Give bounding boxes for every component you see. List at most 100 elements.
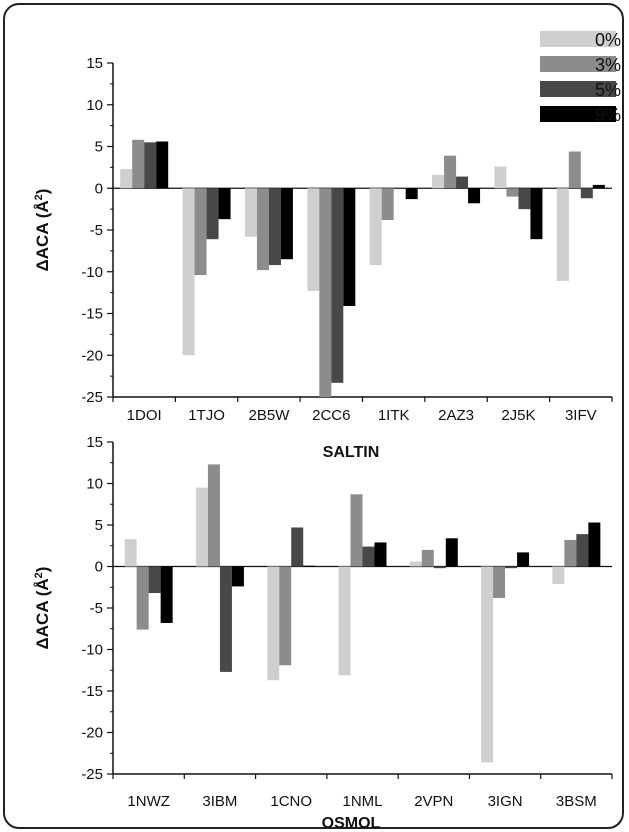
bar — [552, 566, 565, 584]
bar — [256, 188, 269, 271]
bar — [580, 188, 593, 199]
y-tick-label: 0 — [95, 180, 103, 197]
legend-label-3: 9% — [595, 105, 621, 125]
bar — [120, 169, 133, 189]
bar — [518, 188, 531, 210]
bar — [182, 188, 195, 356]
bar — [432, 174, 445, 189]
bar — [481, 566, 494, 763]
bar — [136, 566, 149, 630]
bar — [445, 538, 458, 567]
x-tick-label: 1NML — [342, 793, 382, 810]
top-y-axis-title-main: ΔACA (Å — [33, 200, 52, 271]
bar — [156, 141, 169, 189]
bar — [331, 188, 344, 383]
y-tick-label: -20 — [81, 725, 103, 742]
bar — [592, 184, 605, 189]
bar — [291, 527, 304, 567]
bar — [124, 539, 137, 567]
bar — [556, 188, 569, 281]
y-tick-label: -15 — [81, 683, 103, 700]
bar — [307, 188, 320, 291]
bar — [506, 188, 519, 197]
x-tick-label: 1CNO — [270, 793, 312, 810]
bottom-y-axis-title-exp: 2 — [33, 572, 45, 578]
bar — [433, 566, 446, 569]
bar — [148, 566, 161, 594]
legend-label-1: 3% — [595, 55, 621, 75]
y-tick-label: 10 — [86, 97, 103, 114]
bar — [444, 155, 457, 189]
bar — [144, 142, 157, 189]
x-tick-label: 3IFV — [565, 407, 597, 424]
bar — [343, 188, 356, 306]
bar — [195, 487, 208, 567]
y-tick-label: -10 — [81, 642, 103, 659]
bar — [374, 542, 387, 567]
bar — [231, 566, 244, 587]
x-tick-label: 3IBM — [202, 793, 237, 810]
bar — [303, 565, 316, 567]
y-tick-label: -20 — [81, 347, 103, 364]
x-tick-label: 2B5W — [249, 407, 291, 424]
x-tick-label: 1NWZ — [127, 793, 170, 810]
bottom-y-axis-title: ΔACA (Å2) — [33, 567, 52, 650]
bar — [505, 566, 518, 569]
bar — [568, 151, 581, 189]
y-tick-label: -25 — [81, 389, 103, 406]
bar — [468, 188, 481, 204]
legend-swatch-0 — [540, 31, 616, 47]
bar — [530, 188, 543, 240]
x-tick-label: 2VPN — [414, 793, 453, 810]
legend: 0% 3% 5% 9% — [540, 30, 621, 125]
y-tick-label: 0 — [95, 559, 103, 576]
legend-swatch-1 — [540, 56, 616, 72]
bar — [350, 494, 363, 567]
top-y-axis-title: ΔACA (Å2) — [33, 189, 52, 272]
x-tick-label: 1TJO — [188, 407, 225, 424]
bar — [494, 166, 507, 189]
legend-swatch-2 — [540, 81, 616, 97]
legend-label-0: 0% — [595, 30, 621, 50]
y-tick-label: 15 — [86, 434, 103, 451]
bar — [280, 188, 293, 260]
y-tick-label: 15 — [86, 55, 103, 72]
bar — [160, 566, 173, 623]
bar — [456, 176, 469, 189]
top-x-axis-title: SALTIN — [323, 444, 380, 461]
y-tick-label: -5 — [90, 222, 103, 239]
bar — [421, 549, 434, 567]
x-tick-label: 1ITK — [378, 407, 410, 424]
bar — [576, 534, 589, 567]
y-tick-label: -25 — [81, 766, 103, 783]
y-tick-label: 5 — [95, 517, 103, 534]
bottom-panel-osmol: 15 10 5 0 -5 -10 -15 -20 -25 1NWZ 3IBM 1CNO 1NML 2VPN… — [81, 434, 613, 810]
x-tick-label: 2CC6 — [312, 407, 350, 424]
legend-swatch-3 — [540, 106, 616, 122]
bar — [588, 522, 601, 567]
top-panel-saltin: 15 10 5 0 -5 -10 -15 -20 -25 1DOI 1TJO 2B5W 2CC6 1ITK… — [81, 55, 613, 424]
y-tick-label: 10 — [86, 476, 103, 493]
bottom-x-axis-title: OSMOL — [322, 815, 381, 832]
bottom-y-axis-title-close: ) — [33, 567, 52, 573]
bar — [132, 139, 145, 189]
x-tick-label: 2J5K — [501, 407, 535, 424]
bar — [268, 188, 281, 266]
bottom-y-axis-title-main: ΔACA (Å — [33, 578, 52, 649]
top-y-axis-title-close: ) — [33, 189, 52, 195]
bar — [207, 464, 220, 567]
y-tick-label: 5 — [95, 139, 103, 156]
bar — [369, 188, 382, 266]
x-tick-label: 2AZ3 — [438, 407, 474, 424]
bar — [517, 552, 530, 567]
bar — [218, 188, 231, 220]
bar — [338, 566, 351, 676]
figure-frame — [3, 3, 624, 829]
y-tick-label: -15 — [81, 306, 103, 323]
bar — [493, 566, 506, 599]
x-tick-label: 1DOI — [127, 407, 162, 424]
top-y-axis-title-exp: 2 — [33, 194, 45, 200]
bar — [267, 566, 280, 681]
bar — [381, 188, 394, 220]
